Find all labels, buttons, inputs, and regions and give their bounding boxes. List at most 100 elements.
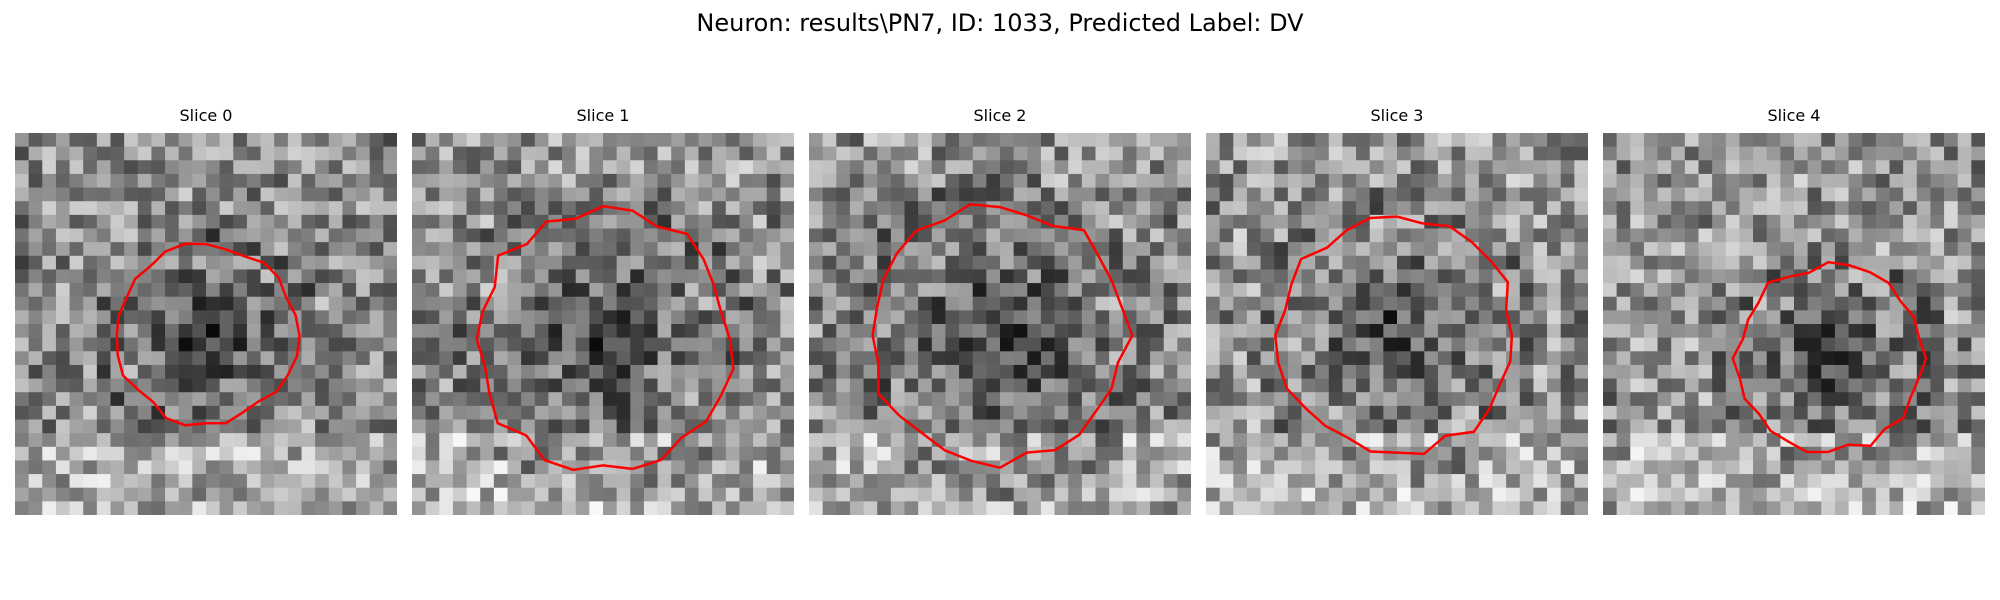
slice-4-pixel: [1957, 419, 1972, 434]
slice-3-pixel: [1397, 160, 1411, 175]
slice-0-pixel: [383, 501, 397, 515]
slice-3-pixel: [1260, 187, 1275, 202]
slice-4-pixel: [1725, 201, 1740, 216]
slice-1-pixel: [712, 255, 727, 270]
slice-2-pixel: [1081, 296, 1096, 311]
slice-2-pixel: [1136, 296, 1151, 311]
slice-2-pixel: [1054, 214, 1069, 229]
slice-4-pixel: [1643, 242, 1658, 257]
slice-4-pixel: [1657, 310, 1672, 325]
slice-3-pixel: [1424, 337, 1439, 352]
slice-4-pixel: [1957, 173, 1972, 188]
slice-3-pixel: [1274, 419, 1289, 434]
slice-4-pixel: [1875, 187, 1890, 202]
slice-1-pixel: [521, 283, 536, 298]
slice-4-pixel: [1821, 242, 1836, 257]
slice-0-pixel: [301, 173, 316, 188]
slice-3-pixel: [1451, 460, 1466, 475]
slice-2-pixel: [1040, 296, 1055, 311]
slice-3-pixel: [1260, 433, 1275, 448]
slice-1-pixel: [671, 269, 686, 284]
slice-3-pixel: [1424, 269, 1439, 284]
slice-4-pixel: [1794, 146, 1808, 161]
slice-2-pixel: [945, 160, 960, 175]
slice-2-pixel: [809, 474, 823, 489]
slice-1-pixel: [412, 310, 426, 325]
slice-3-pixel: [1492, 460, 1507, 475]
slice-3-pixel: [1246, 474, 1261, 489]
slice-1-pixel: [589, 392, 604, 407]
slice-2-pixel: [904, 310, 919, 325]
slice-1-pixel: [562, 405, 577, 420]
slice-3-pixel: [1519, 446, 1534, 461]
slice-3-pixel: [1437, 364, 1452, 379]
slice-0-pixel: [151, 214, 166, 229]
slice-3-pixel: [1451, 255, 1466, 270]
slice-0-pixel: [28, 419, 43, 434]
slice-2-pixel: [945, 487, 960, 502]
slice-1-pixel: [562, 378, 577, 393]
slice-1-pixel: [643, 433, 658, 448]
slice-1-pixel: [766, 173, 781, 188]
slice-4-pixel: [1671, 324, 1686, 338]
slice-3-pixel: [1547, 242, 1562, 257]
slice-3-pixel: [1383, 228, 1398, 243]
slice-2-pixel: [822, 337, 837, 352]
slice-4-pixel: [1684, 364, 1699, 379]
slice-3-pixel: [1233, 419, 1248, 434]
slice-1-pixel: [425, 242, 440, 257]
slice-0-pixel: [42, 474, 57, 489]
slice-0-pixel: [42, 269, 57, 284]
slice-2-pixel: [1122, 160, 1137, 175]
slice-3-pixel: [1506, 337, 1521, 352]
slice-2-pixel: [1013, 146, 1028, 161]
slice-3-pixel: [1274, 446, 1289, 461]
slice-0-pixel: [219, 283, 234, 298]
slice-2-pixel: [1027, 283, 1042, 298]
slice-3-pixel: [1424, 187, 1439, 202]
slice-0-pixel: [301, 283, 316, 298]
slice-4-pixel: [1712, 501, 1727, 515]
slice-2-pixel: [822, 474, 837, 489]
slice-2-pixel: [849, 324, 864, 338]
slice-3-pixel: [1424, 173, 1439, 188]
slice-0-pixel: [83, 146, 98, 161]
slice-3-pixel: [1356, 501, 1371, 515]
slice-3-pixel: [1342, 378, 1357, 393]
slice-0-pixel: [137, 351, 152, 366]
slice-1-pixel: [507, 255, 522, 270]
slice-3-pixel: [1287, 337, 1302, 352]
slice-3-pixel: [1356, 392, 1371, 407]
slice-0-pixel: [356, 310, 371, 325]
slice-1-pixel: [766, 242, 781, 257]
slice-0-pixel: [137, 474, 152, 489]
slice-0-pixel: [356, 501, 371, 515]
slice-1-pixel: [630, 283, 645, 298]
slice-1-pixel: [534, 255, 549, 270]
slice-2-pixel: [959, 337, 974, 352]
slice-3-pixel: [1206, 474, 1220, 489]
slice-1-pixel: [698, 187, 713, 202]
slice-4-pixel: [1643, 392, 1658, 407]
slice-3-pixel: [1437, 269, 1452, 284]
slice-3-pixel: [1492, 269, 1507, 284]
slice-2-pixel: [836, 187, 851, 202]
slice-1-pixel: [603, 133, 617, 147]
slice-1-pixel: [507, 160, 522, 175]
slice-3-pixel: [1356, 160, 1371, 175]
slice-2-pixel: [809, 337, 823, 352]
slice-2-pixel: [904, 433, 919, 448]
slice-1-pixel: [493, 364, 508, 379]
slice-1-pixel: [521, 378, 536, 393]
slice-2-pixel: [918, 487, 933, 502]
slice-2-pixel: [986, 351, 1001, 366]
slice-1-pixel: [452, 214, 467, 229]
slice-2-pixel: [822, 296, 837, 311]
slice-1-pixel: [725, 242, 740, 257]
slice-1-pixel: [725, 160, 740, 175]
slice-3-pixel: [1574, 364, 1588, 379]
slice-4-pixel: [1698, 337, 1713, 352]
slice-0-pixel: [356, 283, 371, 298]
slice-4-pixel: [1916, 201, 1931, 216]
slice-4-pixel: [1971, 378, 1985, 393]
